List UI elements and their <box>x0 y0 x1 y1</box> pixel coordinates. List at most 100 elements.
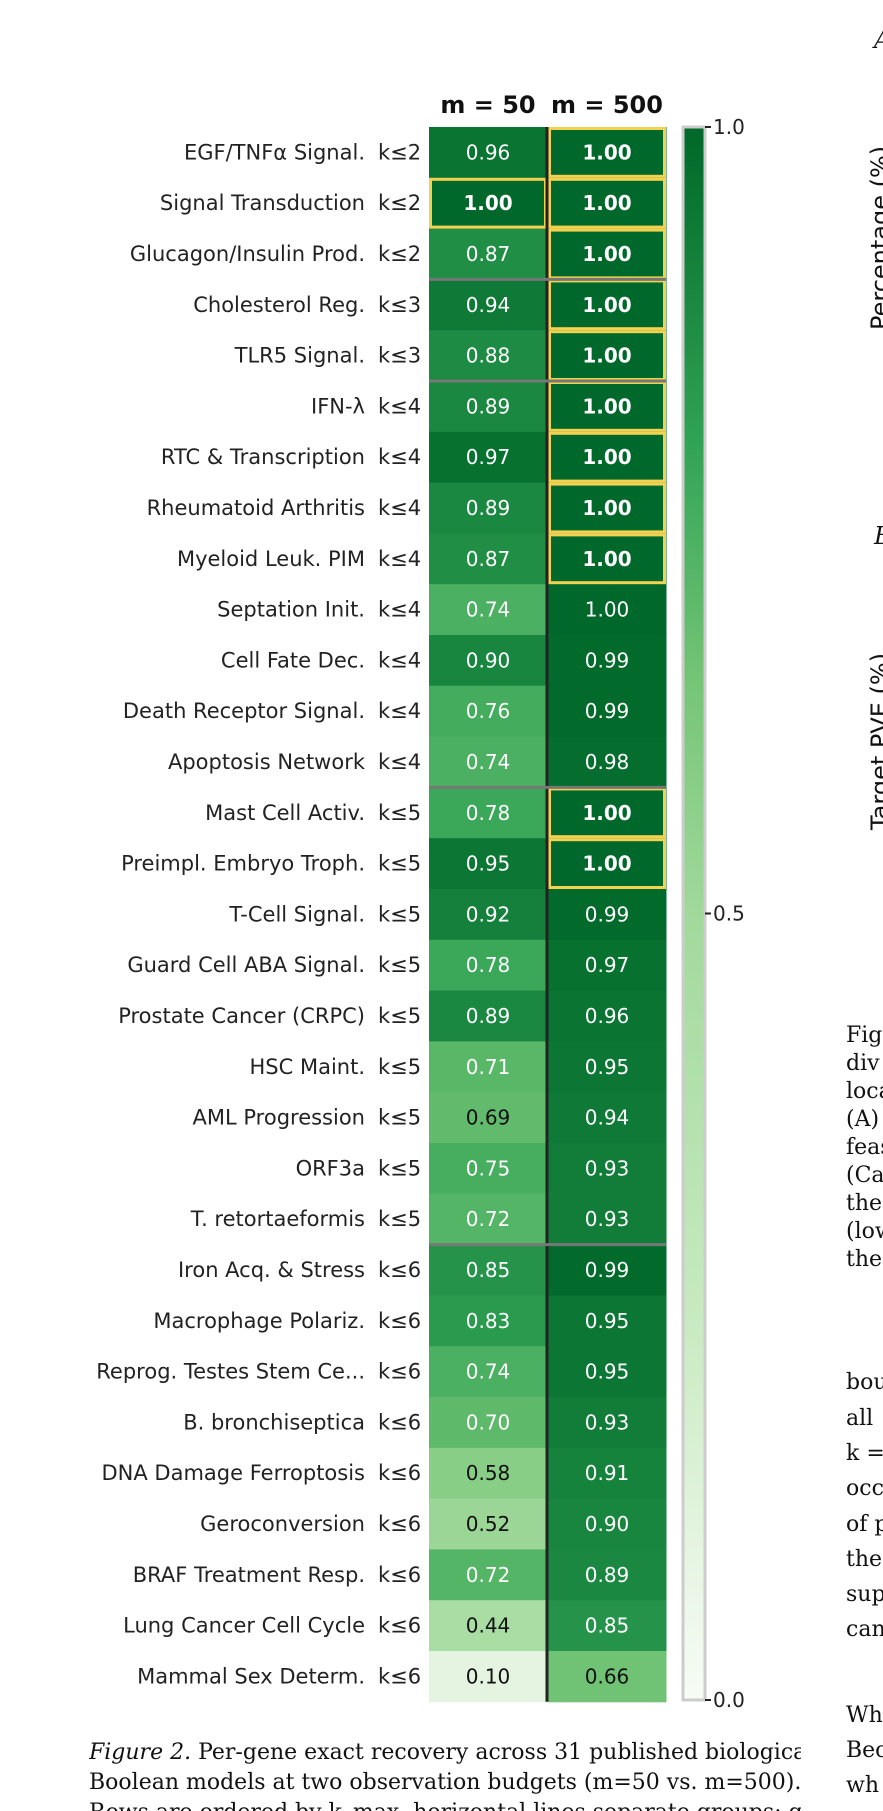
row-label: Macrophage Polariz. <box>153 1309 365 1333</box>
cell-value-label: 0.78 <box>466 801 511 825</box>
heatmap-cell <box>429 330 548 382</box>
heatmap-cell <box>429 584 548 636</box>
heatmap-cell <box>429 431 548 484</box>
heatmap-cell <box>429 736 548 788</box>
cell-value-label: 0.91 <box>585 1461 630 1485</box>
heatmap-cell <box>548 1244 667 1296</box>
row-label: RTC & Transcription <box>161 445 365 469</box>
row-k-label: k≤6 <box>378 1512 421 1536</box>
row-label: Apoptosis Network <box>168 750 366 774</box>
row-k-label: k≤5 <box>378 852 421 876</box>
highlight-border <box>548 482 666 534</box>
row-k-label: k≤2 <box>378 140 421 164</box>
heatmap-cell <box>429 1549 548 1601</box>
cell-value-label: 1.00 <box>582 293 631 317</box>
side-axis-label: Percentage (%) <box>866 145 883 330</box>
side-text-fragment: (Ca <box>846 1163 883 1188</box>
caption-line-1: Per-gene exact recovery across 31 publis… <box>191 1740 801 1765</box>
row-k-label: k≤5 <box>378 801 421 825</box>
column-label: m = 500 <box>551 91 663 119</box>
heatmap-cell <box>548 279 667 331</box>
cell-value-label: 0.97 <box>466 445 511 469</box>
heatmap-cell <box>429 1447 548 1500</box>
row-k-label: k≤4 <box>378 750 421 774</box>
heatmap-cell <box>429 1143 548 1195</box>
row-label: Septation Init. <box>217 598 365 622</box>
heatmap-cell <box>429 533 548 585</box>
row-k-label: k≤5 <box>378 1106 421 1130</box>
cell-value-label: 1.00 <box>582 191 631 215</box>
cell-value-label: 0.85 <box>466 1258 511 1282</box>
cell-value-label: 0.87 <box>466 547 511 571</box>
cell-value-label: 0.89 <box>585 1563 630 1587</box>
row-k-label: k≤4 <box>378 699 421 723</box>
highlight-border <box>548 127 666 178</box>
cell-value-label: 0.96 <box>466 140 511 164</box>
side-text-fragment: k = <box>846 1441 883 1466</box>
cell-value-label: 0.69 <box>466 1106 511 1130</box>
cell-value-label: 1.00 <box>585 598 630 622</box>
side-panel-label: A <box>874 26 883 54</box>
side-axis-label: Target PVE (%) <box>866 652 883 830</box>
side-text-fragment: Wh <box>846 1703 883 1728</box>
cell-value-label: 0.99 <box>585 699 630 723</box>
highlight-border <box>548 838 666 890</box>
side-text-fragment: div <box>846 1051 880 1076</box>
cell-value-label: 0.74 <box>466 1360 511 1384</box>
cell-value-label: 0.95 <box>585 1055 630 1079</box>
heatmap-cell <box>548 990 667 1042</box>
cell-value-label: 0.75 <box>466 1156 511 1180</box>
side-text-fragment: (A) <box>846 1107 880 1132</box>
column-label: m = 50 <box>440 91 535 119</box>
heatmap-cell <box>429 1244 548 1296</box>
heatmap-cell <box>548 1397 667 1449</box>
heatmap-cell <box>548 381 667 433</box>
side-text-fragment: the <box>846 1247 883 1272</box>
heatmap-cell <box>548 584 667 636</box>
side-text-fragment: all <box>846 1406 874 1431</box>
heatmap-cell <box>429 1346 548 1398</box>
row-label: T. retortaeformis <box>190 1207 365 1231</box>
row-label: DNA Damage Ferroptosis <box>102 1461 365 1485</box>
heatmap-cell <box>429 889 548 941</box>
heatmap-cell <box>548 330 667 382</box>
side-text-fragment: wh <box>846 1773 879 1798</box>
row-k-label: k≤3 <box>378 344 421 368</box>
cell-value-label: 1.00 <box>582 445 631 469</box>
cell-value-label: 0.93 <box>585 1410 630 1434</box>
row-label: Mammal Sex Determ. <box>137 1664 365 1688</box>
row-k-label: k≤5 <box>378 1207 421 1231</box>
cell-value-label: 0.99 <box>585 902 630 926</box>
heatmap-cell <box>429 1651 548 1703</box>
row-label: Myeloid Leuk. PIM <box>177 547 365 571</box>
row-label: Prostate Cancer (CRPC) <box>118 1004 365 1028</box>
row-labels: EGF/TNFα Signal. k≤2 Signal Transduction k≤… <box>96 140 421 1688</box>
heatmap-cell <box>429 1498 548 1550</box>
heatmap-chart: 0.96 1.001.00 1.000.87 1.000.94 1.000.88 1.00… <box>96 91 745 1712</box>
adjacent-column-fragment: Fig div loca (A) feas (Ca the (low the bou all k = o… <box>846 0 883 1811</box>
cell-value-label: 1.00 <box>582 801 631 825</box>
cell-value-label: 0.58 <box>466 1461 511 1485</box>
caption-line-3: Rows are ordered by k_max, horizontal li… <box>89 1798 801 1811</box>
row-label: EGF/TNFα Signal. <box>184 140 365 164</box>
row-k-label: k≤6 <box>378 1563 421 1587</box>
cell-value-label: 0.89 <box>466 496 511 520</box>
heatmap-cell <box>429 381 548 433</box>
row-label: BRAF Treatment Resp. <box>133 1563 365 1587</box>
row-label: Preimpl. Embryo Troph. <box>121 852 365 876</box>
cell-value-label: 0.85 <box>585 1614 630 1638</box>
side-text-fragment: Fig <box>846 1023 883 1048</box>
heatmap-cell <box>548 1549 667 1601</box>
heatmap-cell <box>548 889 667 941</box>
row-label: AML Progression <box>193 1106 365 1130</box>
caption-label: Figure 2. <box>89 1740 192 1765</box>
row-label: Death Receptor Signal. <box>123 699 365 723</box>
row-label: Guard Cell ABA Signal. <box>127 953 365 977</box>
heatmap-cell <box>548 1092 667 1144</box>
cell-value-label: 0.66 <box>585 1664 630 1688</box>
cell-value-label: 0.72 <box>466 1563 511 1587</box>
heatmap-cell <box>548 787 667 839</box>
side-text-fragment: of p <box>846 1512 883 1537</box>
row-k-label: k≤5 <box>378 1156 421 1180</box>
colorbar: 1.00.50.0Exact match <box>681 115 745 1712</box>
